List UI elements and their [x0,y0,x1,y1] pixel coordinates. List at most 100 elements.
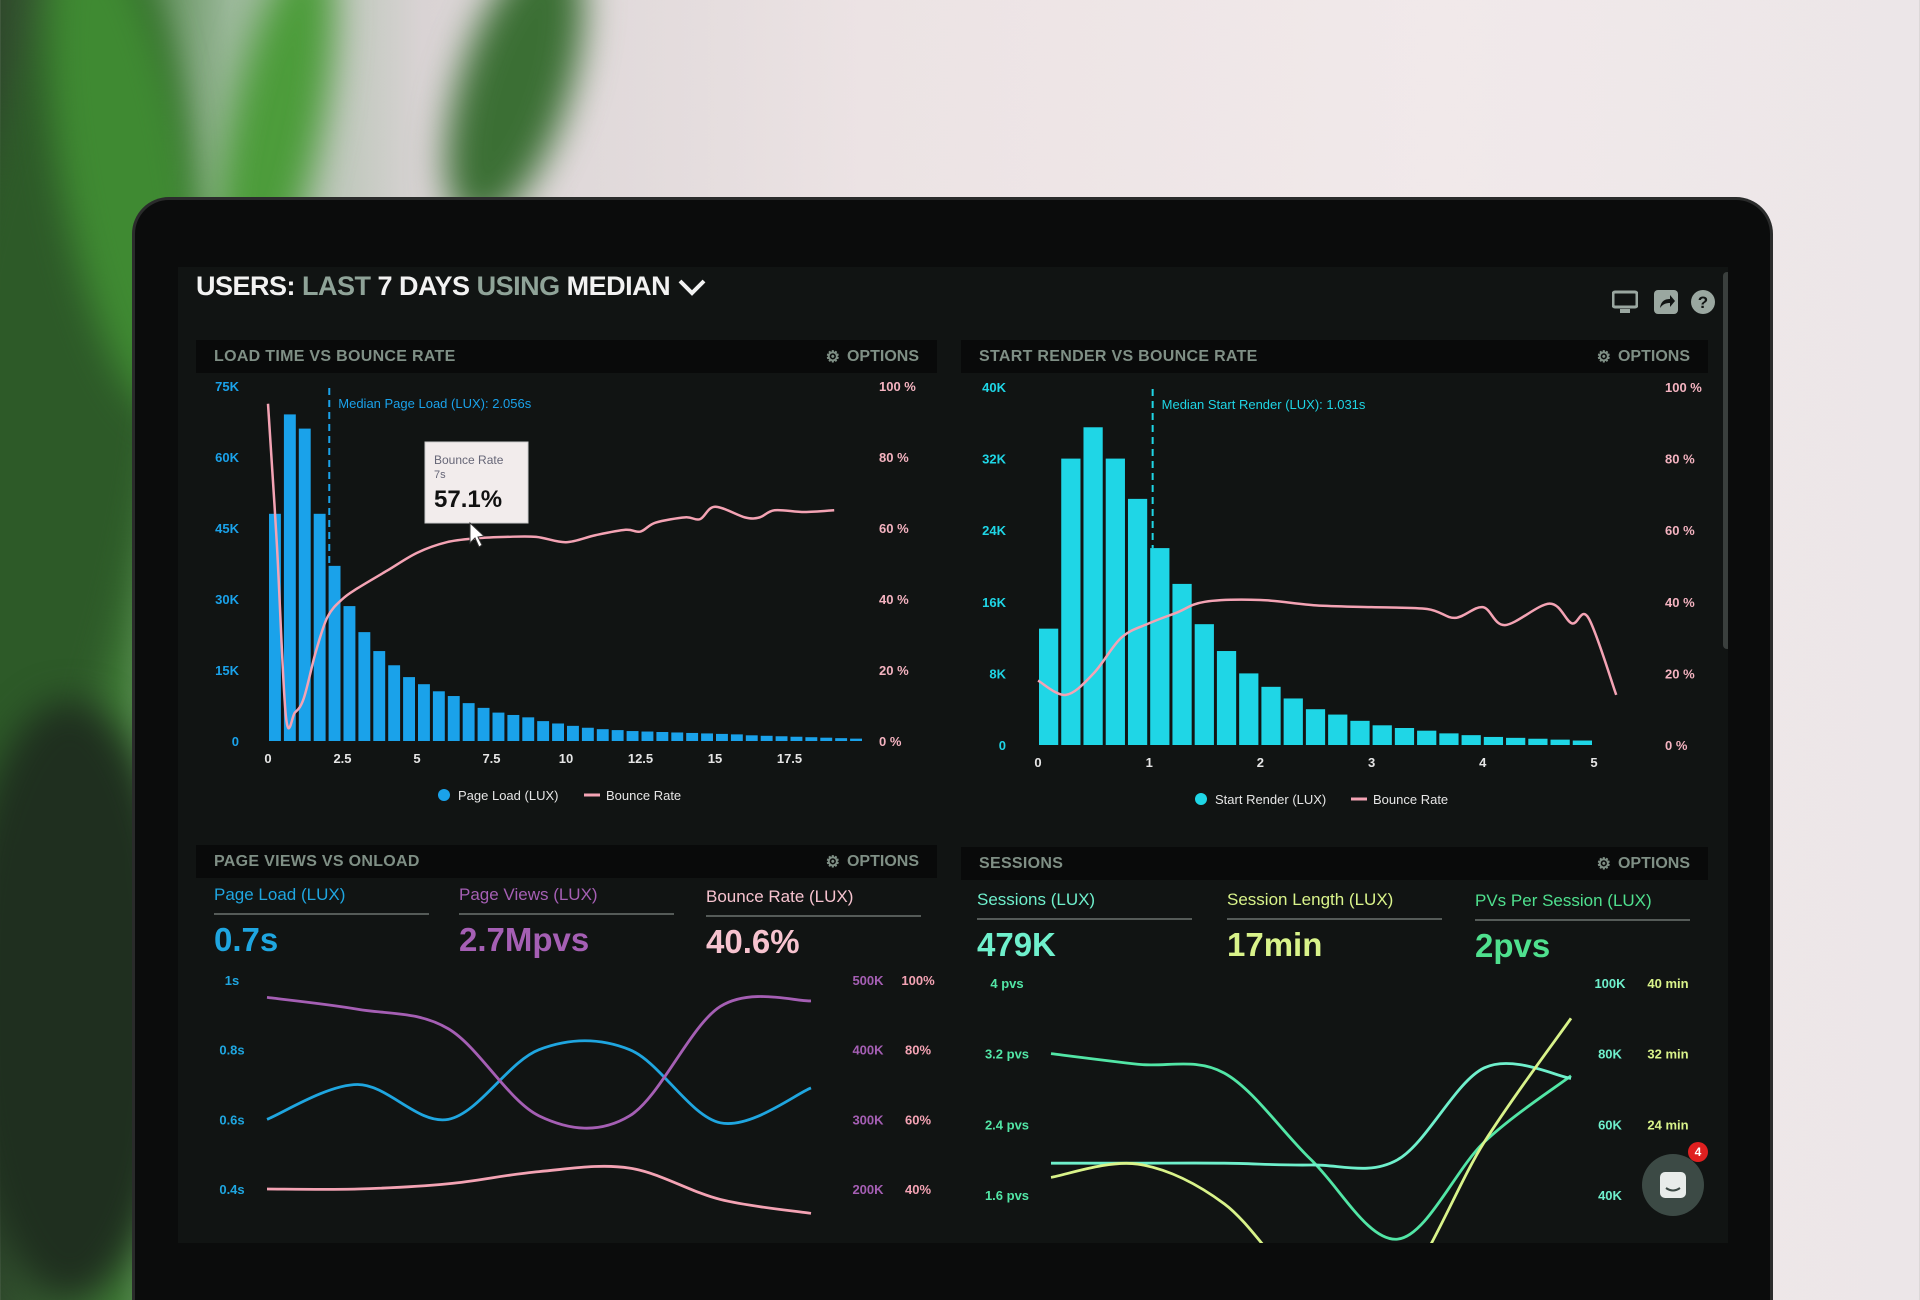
legend-label: Page Load (LUX) [458,788,558,803]
histogram-bar [358,632,371,741]
histogram-bar [1061,458,1081,745]
load-time-chart: 0 15K 30K 45K 60K 75K 0 % 20 % 40 % 60 % 80 % 100 %… [215,379,916,803]
options-button[interactable]: ⚙ OPTIONS [1597,347,1690,367]
kpi-sessions: Sessions (LUX) 479K [977,890,1192,964]
histogram-bar [1172,583,1192,745]
panel-title: PAGE VIEWS VS ONLOAD [214,852,420,870]
kpi-value: 479K [977,926,1056,963]
histogram-bar [1150,548,1170,745]
series-line [1050,1017,1573,1243]
options-label: OPTIONS [1617,854,1690,872]
title-period: 7 DAYS [377,271,471,301]
kpi-value: 2pvs [1475,927,1551,964]
histogram-bar [835,738,848,741]
y-tick-label-left: 60K [215,450,239,465]
series-line [266,1039,812,1125]
histogram-bar [507,714,520,741]
histogram-bar [790,736,803,741]
histogram-bar [850,738,862,741]
title-using: USING [476,271,561,301]
kpi-page-load: Page Load (LUX) 0.7s [214,885,429,959]
y-tick-label-left: 4 pvs [990,976,1023,991]
options-button[interactable]: ⚙ OPTIONS [1597,854,1690,874]
y-tick-label-left: 0.4s [219,1182,244,1197]
monitor-icon[interactable] [1612,289,1638,315]
gear-icon: ⚙ [825,348,840,366]
panel-title: SESSIONS [979,854,1064,872]
histogram-bar [716,733,728,741]
histogram-bar [775,736,788,741]
histogram-bar [269,513,281,741]
histogram-bar [567,725,579,741]
x-tick-label: 10 [559,751,573,766]
legend-label: Bounce Rate [1373,792,1448,807]
kpi-value: 0.7s [214,921,279,958]
kpi-label: PVs Per Session (LUX) [1475,891,1690,921]
histogram-bar [760,735,773,741]
y-tick-label-left: 8K [989,666,1006,681]
kpi-bounce-rate: Bounce Rate (LUX) 40.6% [706,887,921,961]
y-tick-label-right: 60% [905,1112,931,1127]
tooltip-subtitle: 7s [434,469,446,481]
histogram-bar [1572,740,1592,745]
legend-marker-bars [438,789,450,801]
histogram-bar [1216,651,1237,745]
y-tick-label-right: 100K [1594,976,1626,991]
x-tick-label: 12.5 [628,751,653,766]
histogram-bar [1550,739,1570,745]
svg-text:?: ? [1698,293,1708,312]
y-tick-label-right: 80 % [879,450,909,465]
x-tick-label: 7.5 [482,751,500,766]
histogram-bar [373,651,386,741]
x-tick-label: 15 [708,751,722,766]
histogram-bar [522,717,535,741]
histogram-bar [1350,720,1370,745]
title-last: LAST [302,271,371,301]
histogram-bar [611,730,624,741]
series-line [266,1164,812,1215]
y-tick-label-left: 2.4 pvs [985,1117,1029,1132]
page-title[interactable]: USERS: LAST 7 DAYS USING MEDIAN [196,271,707,302]
histogram-bar [641,731,654,741]
histogram-bar [1461,735,1481,745]
chat-icon [1660,1172,1686,1198]
histogram-bar [1083,427,1103,745]
chat-button[interactable] [1642,1154,1704,1216]
chevron-down-icon[interactable] [677,277,707,297]
kpi-label: Sessions (LUX) [977,890,1192,920]
legend-marker-bars [1195,793,1207,805]
y-tick-label-right: 40% [905,1182,931,1197]
legend-label: Bounce Rate [606,788,681,803]
y-tick-label-left: 1.6 pvs [985,1188,1029,1203]
median-label: Median Page Load (LUX): 2.056s [338,396,531,411]
y-tick-label-right: 100 % [1665,380,1702,395]
panel-title: LOAD TIME VS BOUNCE RATE [214,347,456,365]
histogram-bar [462,703,475,741]
y-tick-label-left: 16K [982,595,1006,610]
help-icon[interactable]: ? [1690,289,1716,315]
scrollbar[interactable] [1723,272,1728,649]
x-tick-label: 3 [1368,755,1375,770]
panel-header-start-render: START RENDER VS BOUNCE RATE ⚙ OPTIONS [961,340,1708,373]
histogram-bar [656,732,669,741]
x-tick-label: 5 [1590,755,1597,770]
panel-header-sessions: SESSIONS ⚙ OPTIONS [961,847,1708,880]
bounce-rate-line [266,403,835,730]
kpi-label: Page Load (LUX) [214,885,429,915]
y-tick-label-right: 32 min [1647,1047,1688,1062]
options-button[interactable]: ⚙ OPTIONS [826,852,919,872]
start-render-chart: 0 8K 16K 24K 32K 40K 0 % 20 % 40 % 60 % 80 % 100 % 0… [982,380,1702,807]
y-tick-label-right: 60 % [1665,523,1695,538]
y-tick-label-left: 45K [215,521,239,536]
y-tick-label-right: 80K [1598,1047,1622,1062]
x-tick-label: 2.5 [333,751,351,766]
x-tick-label: 0 [1034,755,1041,770]
title-users: USERS: [196,271,296,301]
histogram-bar [477,707,490,741]
share-icon[interactable] [1653,289,1679,315]
series-line [266,995,812,1130]
options-button[interactable]: ⚙ OPTIONS [826,347,919,367]
y-tick-label-right: 40 min [1647,976,1688,991]
panel-header-page-views: PAGE VIEWS VS ONLOAD ⚙ OPTIONS [196,845,937,878]
y-tick-label-right: 60K [1598,1117,1622,1132]
